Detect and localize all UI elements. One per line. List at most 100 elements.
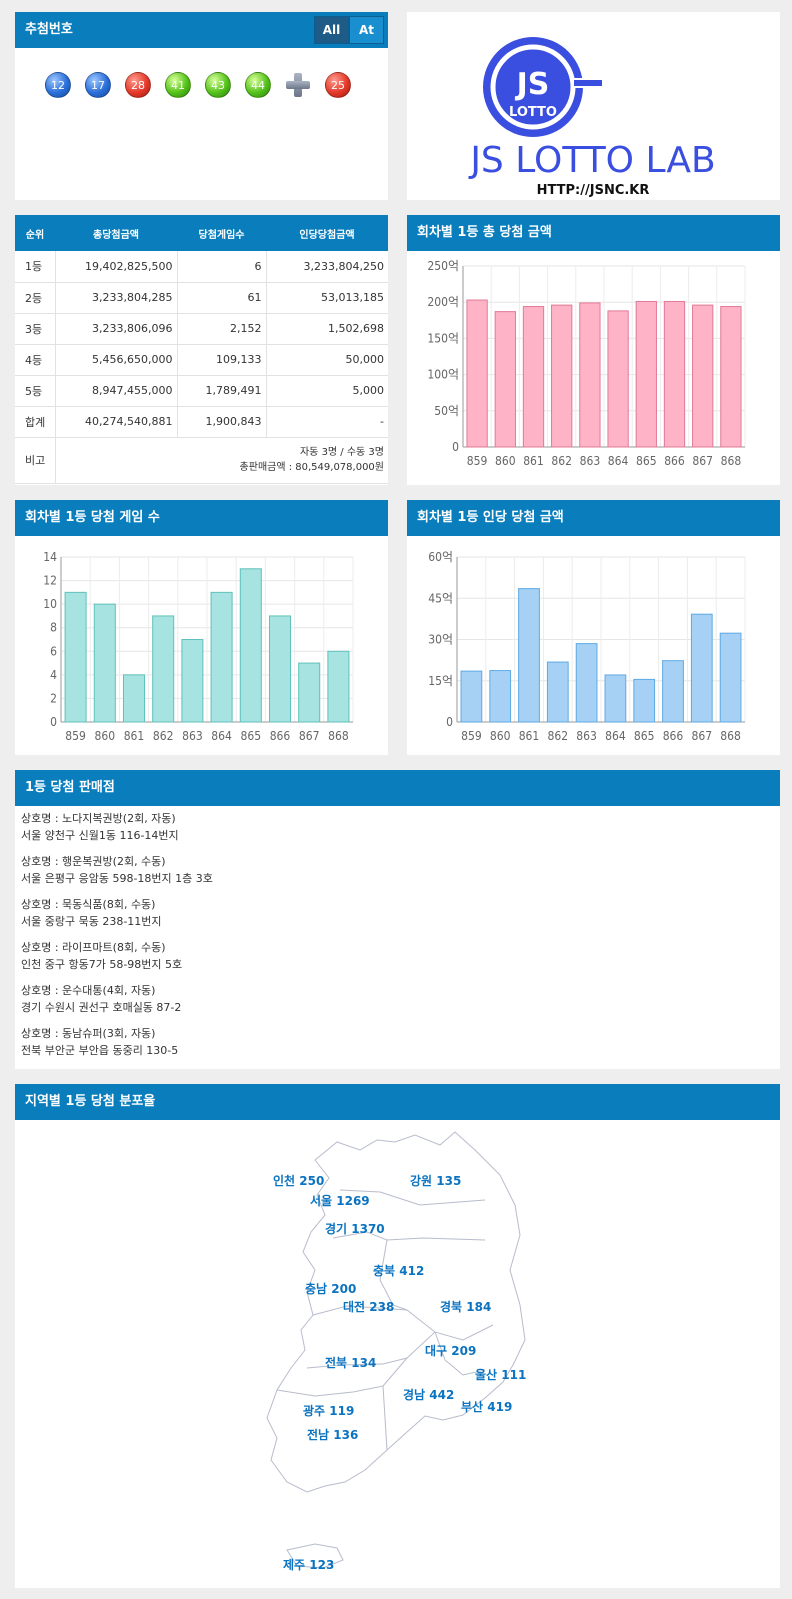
note-label: 비고 — [15, 437, 56, 484]
x-tick-label: 863 — [576, 729, 597, 743]
y-tick-label: 50억 — [434, 404, 459, 418]
logo-name: JS LOTTO LAB — [468, 140, 715, 181]
number-ball: 41 — [165, 72, 191, 98]
header-games: 당첨게임수 — [177, 215, 266, 251]
table-row: 합계 40,274,540,881 1,900,843- — [15, 406, 388, 438]
x-tick-label: 866 — [664, 454, 685, 468]
per-cell: - — [266, 406, 388, 438]
x-tick-label: 863 — [182, 729, 203, 743]
games-cell: 6 — [177, 251, 267, 283]
shops-title: 1등 당첨 판매점 — [15, 770, 780, 806]
total-cell: 5,456,650,000 — [55, 344, 178, 376]
shop-address: 서울 중랑구 묵동 238-11번지 — [21, 915, 162, 928]
per-cell: 3,233,804,250 — [266, 251, 388, 283]
list-item: 상호명 : 묵동식품(8회, 수동) 서울 중랑구 묵동 238-11번지 — [21, 896, 774, 930]
y-tick-label: 14 — [43, 550, 57, 564]
y-tick-label: 60억 — [428, 550, 453, 564]
list-item: 상호명 : 동남슈퍼(3회, 자동) 전북 부안군 부안읍 동중리 130-5 — [21, 1025, 774, 1059]
x-tick-label: 860 — [94, 729, 115, 743]
region-label: 충북 412 — [373, 1264, 425, 1278]
number-ball: 43 — [205, 72, 231, 98]
per-cell: 5,000 — [266, 375, 388, 407]
x-tick-label: 860 — [495, 454, 516, 468]
y-tick-label: 150억 — [427, 331, 459, 345]
region-label: 경북 184 — [440, 1300, 492, 1314]
table-row: 3등 3,233,806,096 2,152 1,502,698 — [15, 313, 388, 345]
games-chart-title: 회차별 1등 당첨 게임 수 — [15, 500, 388, 536]
header-total: 총당첨금액 — [55, 215, 177, 251]
y-tick-label: 0 — [446, 715, 453, 729]
x-tick-label: 861 — [523, 454, 544, 468]
bar — [692, 304, 714, 448]
bar — [268, 615, 292, 723]
rank-cell: 4등 — [15, 344, 56, 376]
x-tick-label: 865 — [240, 729, 261, 743]
jeju-outline — [286, 1543, 344, 1569]
bar — [327, 650, 350, 723]
x-tick-label: 868 — [720, 729, 741, 743]
y-tick-label: 0 — [50, 715, 57, 729]
bar — [239, 568, 262, 723]
y-tick-label: 8 — [50, 621, 57, 635]
bar — [298, 662, 321, 723]
x-tick-label: 859 — [467, 454, 488, 468]
all-button[interactable]: All — [314, 16, 349, 44]
total-chart-title: 회차별 1등 총 당첨 금액 — [407, 215, 780, 251]
x-tick-label: 862 — [153, 729, 174, 743]
at-button[interactable]: At — [349, 16, 384, 44]
logo-mark-bottom: LOTTO — [509, 105, 557, 120]
bar — [663, 300, 686, 448]
x-tick-label: 864 — [605, 729, 626, 743]
shop-name: 상호명 : 운수대통(4회, 자동) — [21, 984, 156, 997]
y-tick-label: 100억 — [427, 368, 459, 382]
games-cell: 109,133 — [177, 344, 267, 376]
bar — [546, 661, 569, 723]
x-tick-label: 868 — [721, 454, 742, 468]
x-tick-label: 865 — [636, 454, 657, 468]
games-chart-panel: 회차별 1등 당첨 게임 수 0 2 4 6 8 10 12 14 859 860 861 862 86… — [15, 500, 388, 755]
total-chart: 0 50억 100억 150억 200억 250억 859 860 861 862 863 864 86… — [427, 259, 746, 468]
per-chart: 0 15억 30억 45억 60억 859 860 861 862 863 864 865 866 867… — [428, 550, 746, 743]
bar — [181, 639, 204, 723]
games-cell: 2,152 — [177, 313, 267, 345]
bar — [690, 613, 713, 723]
x-tick-label: 863 — [580, 454, 601, 468]
number-ball: 17 — [85, 72, 111, 98]
y-tick-label: 45억 — [428, 591, 453, 605]
y-tick-label: 2 — [50, 691, 57, 705]
shops-list: 상호명 : 노다지복권방(2회, 자동) 서울 양천구 신월1동 116-14번지… — [15, 806, 780, 1072]
y-tick-label: 200억 — [427, 295, 459, 309]
y-tick-label: 10 — [43, 597, 57, 611]
y-tick-label: 4 — [50, 668, 57, 682]
note-line1: 자동 3명 / 수동 3명 — [299, 447, 384, 458]
y-tick-label: 30억 — [428, 633, 453, 647]
shop-name: 상호명 : 행운복권방(2회, 수동) — [21, 855, 166, 868]
rank-cell: 1등 — [15, 251, 56, 283]
x-tick-label: 862 — [551, 454, 572, 468]
region-label: 대전 238 — [343, 1300, 395, 1314]
x-tick-label: 860 — [490, 729, 511, 743]
per-chart-panel: 회차별 1등 인당 당첨 금액 0 15억 30억 45억 60억 859 860 861 86… — [407, 500, 780, 755]
number-ball: 12 — [45, 72, 71, 98]
y-tick-label: 12 — [43, 574, 57, 588]
x-tick-label: 861 — [519, 729, 540, 743]
shop-name: 상호명 : 노다지복권방(2회, 자동) — [21, 812, 176, 825]
bar — [122, 674, 146, 723]
bar — [466, 299, 488, 448]
list-item: 상호명 : 노다지복권방(2회, 자동) 서울 양천구 신월1동 116-14번지 — [21, 810, 774, 844]
x-tick-label: 862 — [547, 729, 568, 743]
list-item: 상호명 : 행운복권방(2회, 수동) 서울 은평구 응암동 598-18번지 1… — [21, 853, 774, 887]
bar — [518, 588, 540, 723]
bar — [719, 632, 742, 723]
shop-name: 상호명 : 동남슈퍼(3회, 자동) — [21, 1027, 156, 1040]
number-ball: 28 — [125, 72, 151, 98]
region-label: 광주 119 — [303, 1404, 355, 1418]
region-label: 전북 134 — [325, 1356, 377, 1370]
korea-map — [266, 1131, 526, 1569]
shop-address: 인천 중구 항동7가 58-98번지 5호 — [21, 958, 183, 971]
logo-url: HTTP://JSNC.KR — [537, 183, 650, 198]
region-label: 전남 136 — [307, 1428, 359, 1442]
region-label: 서울 1269 — [310, 1194, 370, 1208]
bar — [460, 670, 483, 723]
bar — [494, 311, 516, 448]
